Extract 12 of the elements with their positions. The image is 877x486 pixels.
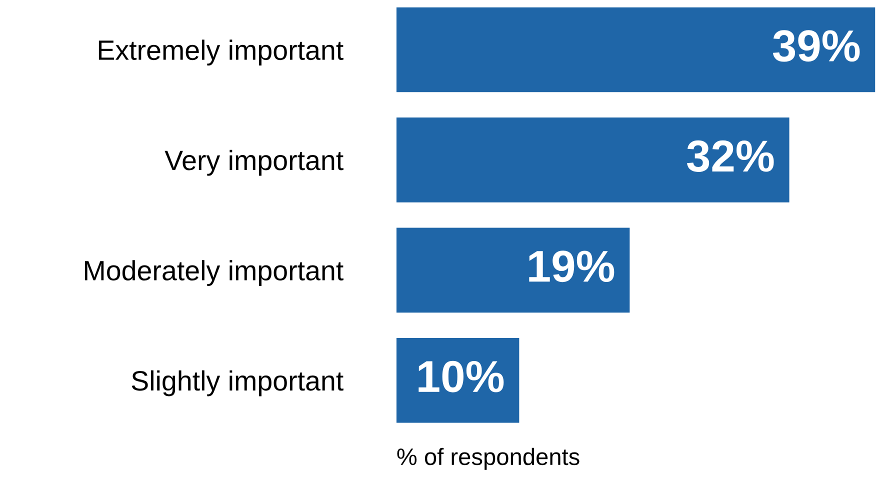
- data-label: 10%: [418, 360, 504, 392]
- y-tick-label: Slightly important: [132, 370, 344, 396]
- bar: [396, 7, 876, 92]
- y-tick-label: Very important: [164, 150, 344, 176]
- bar: [396, 228, 630, 313]
- y-tick-label: Extremely important: [98, 40, 344, 66]
- data-label: 39%: [772, 30, 860, 62]
- y-tick-label: Moderately important: [85, 260, 344, 286]
- bar: [396, 118, 790, 202]
- x-axis-title: % of respondents: [397, 448, 580, 470]
- data-label: 32%: [687, 140, 774, 172]
- data-label: 19%: [529, 250, 614, 282]
